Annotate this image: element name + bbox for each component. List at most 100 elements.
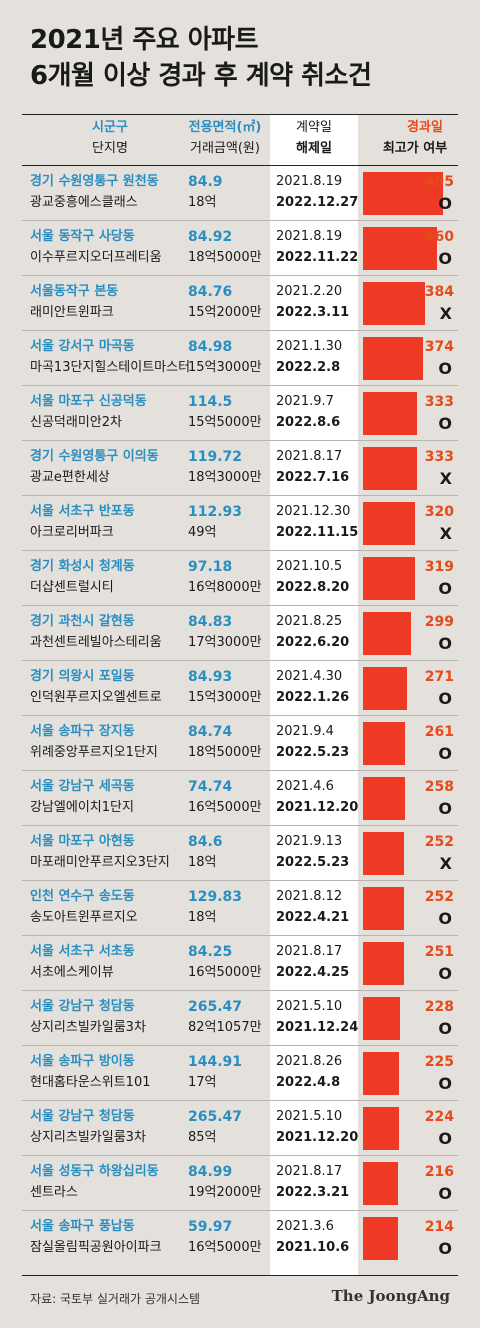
table-row: 서울동작구 본동 래미안트윈파크 84.76 15억2000만 2021.2.20 202… xyxy=(0,276,480,331)
row-elapsed-days: 299 xyxy=(424,614,454,630)
table-header: 시군구 단지명 전용면적(㎡) 거래금액(원) 계약일 해제일 경과일 최고가 … xyxy=(0,115,480,165)
row-cancel-date: 2021.10.6 xyxy=(276,1240,350,1255)
row-divider xyxy=(22,440,458,441)
row-high-flag: O xyxy=(438,964,452,983)
row-high-flag: O xyxy=(438,579,452,598)
row-price: 18억3000만 xyxy=(188,470,262,485)
row-elapsed-days: 333 xyxy=(424,394,454,410)
row-divider xyxy=(22,1155,458,1156)
row-divider xyxy=(22,1100,458,1101)
row-area: 84.76 xyxy=(188,284,233,300)
row-divider xyxy=(22,330,458,331)
header-bottom-rule xyxy=(22,165,458,166)
row-cancel-date: 2022.4.25 xyxy=(276,965,350,980)
row-price: 16억5000만 xyxy=(188,965,262,980)
row-region: 서울 강남구 청담동 xyxy=(30,999,135,1014)
table-row: 서울 마포구 아현동 마포래미안푸르지오3단지 84.6 18억 2021.9.13 20… xyxy=(0,826,480,881)
date-column-background xyxy=(270,115,358,1275)
row-price: 17억 xyxy=(188,1075,217,1090)
row-cancel-date: 2022.1.26 xyxy=(276,690,350,705)
elapsed-bar xyxy=(363,282,425,325)
row-region: 서울 송파구 장지동 xyxy=(30,724,135,739)
row-elapsed-days: 225 xyxy=(424,1054,454,1070)
row-region: 경기 수원영통구 원천동 xyxy=(30,174,159,189)
row-contract-date: 2021.9.7 xyxy=(276,394,334,409)
row-area: 84.83 xyxy=(188,614,233,630)
row-apt-name: 잠실올림픽공원아이파크 xyxy=(30,1240,162,1255)
elapsed-bar xyxy=(363,337,423,380)
table-row: 경기 수원영통구 이의동 광교e편한세상 119.72 18억3000만 2021.8.… xyxy=(0,441,480,496)
row-area: 84.25 xyxy=(188,944,233,960)
header-price: 거래금액(원) xyxy=(190,141,260,156)
elapsed-bar xyxy=(363,557,415,600)
row-high-flag: O xyxy=(438,799,452,818)
row-price: 19억2000만 xyxy=(188,1185,262,1200)
row-high-flag: O xyxy=(438,1074,452,1093)
table-row: 서울 강남구 청담동 상지리츠빌카일룸3차 265.47 82억1057만 2021.5… xyxy=(0,991,480,1046)
row-divider xyxy=(22,275,458,276)
table-row: 경기 과천시 갈현동 과천센트레빌아스테리움 84.83 17억3000만 2021.8… xyxy=(0,606,480,661)
row-region: 서울 성동구 하왕십리동 xyxy=(30,1164,159,1179)
row-high-flag: O xyxy=(438,359,452,378)
row-high-flag: O xyxy=(438,1184,452,1203)
header-top-rule xyxy=(22,114,458,115)
row-cancel-date: 2022.11.15 xyxy=(276,525,359,540)
elapsed-bar xyxy=(363,1052,399,1095)
row-elapsed-days: 261 xyxy=(424,724,454,740)
header-contract: 계약일 xyxy=(296,120,332,135)
header-area: 전용면적(㎡) xyxy=(188,120,262,135)
row-elapsed-days: 228 xyxy=(424,999,454,1015)
row-elapsed-days: 333 xyxy=(424,449,454,465)
row-high-flag: X xyxy=(439,524,452,543)
row-cancel-date: 2022.5.23 xyxy=(276,855,350,870)
elapsed-bar xyxy=(363,612,411,655)
row-high-flag: O xyxy=(438,634,452,653)
row-region: 경기 화성시 청계동 xyxy=(30,559,135,574)
title-line-1: 2021년 주요 아파트 xyxy=(30,25,259,55)
row-contract-date: 2021.8.17 xyxy=(276,1164,343,1179)
title-line-2: 6개월 이상 경과 후 계약 취소건 xyxy=(30,61,372,91)
row-region: 경기 과천시 갈현동 xyxy=(30,614,135,629)
header-elapsed: 경과일 xyxy=(407,120,443,135)
table-row: 서울 서초구 서초동 서초에스케이뷰 84.25 16억5000만 2021.8.17 2… xyxy=(0,936,480,991)
row-apt-name: 마포래미안푸르지오3단지 xyxy=(30,855,170,870)
row-area: 74.74 xyxy=(188,779,233,795)
row-high-flag: O xyxy=(438,689,452,708)
row-region: 서울 송파구 방이동 xyxy=(30,1054,135,1069)
row-elapsed-days: 319 xyxy=(424,559,454,575)
row-divider xyxy=(22,935,458,936)
row-high-flag: O xyxy=(438,909,452,928)
row-apt-name: 센트라스 xyxy=(30,1185,78,1200)
row-high-flag: O xyxy=(438,744,452,763)
row-cancel-date: 2022.8.6 xyxy=(276,415,341,430)
row-price: 49억 xyxy=(188,525,217,540)
elapsed-bar xyxy=(363,832,404,875)
row-divider xyxy=(22,220,458,221)
row-area: 84.98 xyxy=(188,339,233,355)
row-price: 15억3000만 xyxy=(188,360,262,375)
table-row: 서울 성동구 하왕십리동 센트라스 84.99 19억2000만 2021.8.17 20… xyxy=(0,1156,480,1211)
row-contract-date: 2021.8.12 xyxy=(276,889,343,904)
publisher-logo: The JoongAng xyxy=(331,1287,450,1305)
row-cancel-date: 2021.12.24 xyxy=(276,1020,359,1035)
row-cancel-date: 2022.11.22 xyxy=(276,250,359,265)
row-divider xyxy=(22,990,458,991)
row-contract-date: 2021.8.17 xyxy=(276,944,343,959)
row-apt-name: 더샵센트럴시티 xyxy=(30,580,114,595)
row-apt-name: 래미안트윈파크 xyxy=(30,305,114,320)
row-apt-name: 송도아트윈푸르지오 xyxy=(30,910,138,925)
table-row: 서울 송파구 방이동 현대홈타운스위트101 144.91 17억 2021.8.26 2… xyxy=(0,1046,480,1101)
elapsed-bar xyxy=(363,1107,399,1150)
row-contract-date: 2021.3.6 xyxy=(276,1219,334,1234)
row-area: 84.92 xyxy=(188,229,233,245)
row-apt-name: 강남엘에이치1단지 xyxy=(30,800,134,815)
row-high-flag: X xyxy=(439,469,452,488)
elapsed-bar xyxy=(363,1217,398,1260)
row-apt-name: 광교e편한세상 xyxy=(30,470,110,485)
elapsed-bar xyxy=(363,722,405,765)
row-apt-name: 위례중앙푸르지오1단지 xyxy=(30,745,158,760)
row-apt-name: 인덕원푸르지오엘센트로 xyxy=(30,690,162,705)
row-area: 129.83 xyxy=(188,889,243,905)
table-row: 서울 동작구 사당동 이수푸르지오더프레티움 84.92 18억5000만 2021.8… xyxy=(0,221,480,276)
row-divider xyxy=(22,770,458,771)
